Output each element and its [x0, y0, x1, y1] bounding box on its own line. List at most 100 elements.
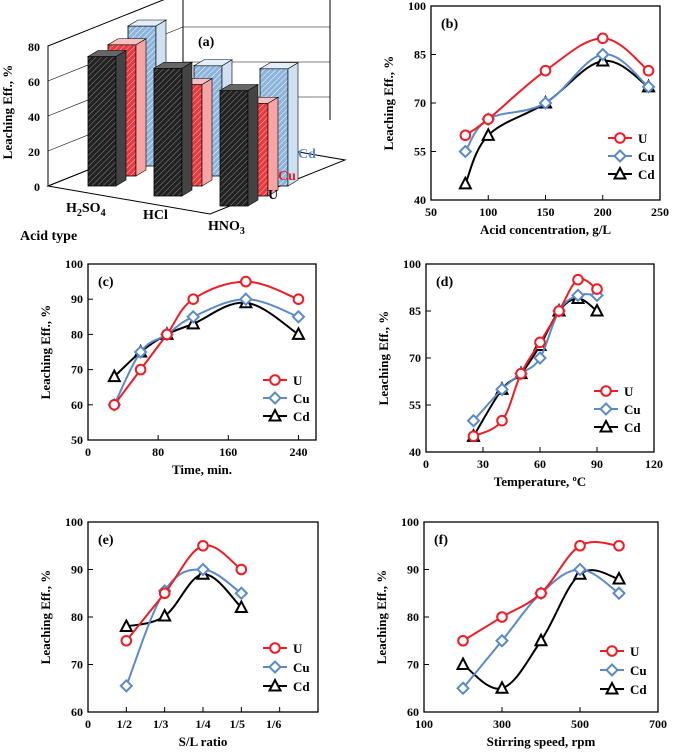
y-axis-label: Leaching Eff., %: [38, 305, 53, 400]
y-tick-label: 60: [28, 75, 40, 89]
y-tick-label: 70: [409, 351, 421, 365]
x-tick-label: 1/6: [266, 717, 281, 731]
data-point-U: [467, 430, 480, 443]
y-tick-label: 55: [409, 398, 421, 412]
data-point-Cu: [119, 678, 134, 693]
data-point-Cd: [291, 326, 306, 340]
legend-label-Cu: Cu: [630, 663, 647, 678]
y-tick-label: 55: [414, 145, 426, 159]
x-tick-label: 90: [591, 457, 603, 471]
legend-marker-U: [269, 374, 281, 386]
legend-label-Cd: Cd: [630, 682, 647, 697]
legend-label-Cu: Cu: [293, 391, 310, 406]
y-tick-label: 60: [71, 705, 83, 719]
legend-marker-Cd: [604, 680, 620, 695]
data-point-Cu: [238, 292, 253, 307]
y-tick-label: 40: [409, 445, 421, 459]
x-tick-label: 100: [415, 717, 433, 731]
data-point-U: [613, 539, 625, 552]
bar-top-Cd: [152, 61, 194, 69]
y-tick-label: 40: [28, 110, 40, 124]
data-point-U: [539, 64, 552, 77]
data-point-U: [457, 634, 469, 647]
x-tick-label: 500: [571, 717, 589, 731]
y-tick-label: 90: [71, 292, 83, 306]
data-point-U: [108, 399, 121, 411]
x-tick-label: 0: [423, 457, 429, 471]
depth-label: Cu: [278, 169, 296, 184]
category-label: HNO3: [208, 219, 245, 237]
y-axis-label: Leaching Eff., %: [381, 56, 396, 151]
y-axis-label: Leaching Eff., %: [374, 570, 389, 665]
x-axis-label: Acid type: [20, 229, 77, 244]
x-tick-label: 30: [477, 457, 489, 471]
bar-side-U: [135, 38, 147, 177]
y-axis-label: Leaching Eff., %: [38, 570, 53, 665]
x-axis-label: Temperature, ºC: [494, 474, 586, 489]
x-tick-label: 80: [152, 445, 164, 459]
legend-marker-Cd: [612, 165, 628, 180]
data-point-U: [187, 293, 200, 306]
panel-title: (f): [434, 533, 448, 548]
y-tick-label: 90: [407, 563, 419, 577]
data-point-Cu: [495, 633, 509, 648]
y-tick-label: 80: [28, 40, 40, 54]
data-point-U: [496, 611, 508, 623]
legend-label-U: U: [638, 131, 648, 146]
category-label-part: 4: [101, 208, 106, 219]
bar-top-Cd: [218, 84, 260, 91]
x-tick-label: 1/5: [230, 717, 245, 731]
data-point-U: [596, 32, 609, 45]
panel-title: (a): [198, 35, 215, 50]
bar-side-U: [201, 77, 213, 187]
y-tick-label: 60: [407, 705, 419, 719]
panel-title: (b): [441, 17, 458, 32]
category-label: HCl: [143, 208, 168, 223]
y-tick-label: 100: [401, 515, 419, 529]
data-point-U: [482, 113, 495, 125]
x-tick-label: 240: [289, 445, 307, 459]
x-tick-label: 300: [493, 717, 511, 731]
y-tick-label: 85: [414, 48, 426, 62]
data-point-U: [496, 414, 508, 427]
data-point-Cu: [595, 47, 610, 62]
legend-label-Cd: Cd: [293, 679, 310, 694]
x-axis-label: Acid concentration, g/L: [480, 222, 611, 237]
data-point-Cu: [456, 681, 470, 696]
legend-marker-U: [614, 132, 626, 144]
legend-marker-Cd: [267, 407, 283, 422]
y-tick-label: 80: [71, 610, 83, 624]
series-line-Cd: [472, 297, 598, 437]
y-tick-label: 0: [34, 180, 40, 194]
legend-label-Cd: Cd: [624, 420, 641, 435]
bar-top-Cu: [192, 59, 234, 67]
category-label: H2SO4: [66, 201, 106, 219]
data-point-Cu: [291, 309, 306, 324]
chart-panel-c: 50 60 70 80 90 100 0 80 160 240 Time, min. Leaching…: [38, 257, 317, 477]
y-tick-label: 70: [407, 658, 419, 672]
y-tick-label: 50: [71, 433, 83, 447]
data-point-Cd: [481, 127, 496, 141]
y-tick-label: 60: [71, 398, 83, 412]
y-tick-label: 70: [71, 363, 83, 377]
data-point-U: [134, 363, 147, 376]
x-axis-label: S/L ratio: [179, 734, 228, 749]
data-point-U: [534, 336, 546, 349]
data-point-Cd: [458, 175, 473, 190]
data-point-Cd: [157, 607, 172, 622]
legend-label-U: U: [293, 641, 303, 656]
bar-Cd: [219, 90, 249, 207]
data-point-U: [240, 275, 252, 288]
y-tick-label: 70: [71, 658, 83, 672]
legend-marker-U: [600, 385, 612, 397]
category-label-part: HNO: [208, 219, 240, 234]
legend-marker-Cu: [268, 391, 282, 405]
data-point-U: [572, 273, 584, 286]
x-tick-label: 160: [219, 445, 237, 459]
series-line-U: [125, 544, 242, 642]
x-tick-label: 50: [425, 205, 437, 219]
x-axis-label: Stirring speed, rpm: [487, 734, 596, 749]
data-point-Cd: [455, 656, 471, 670]
plot-frame: [423, 521, 659, 713]
x-tick-label: 1/2: [117, 717, 132, 731]
